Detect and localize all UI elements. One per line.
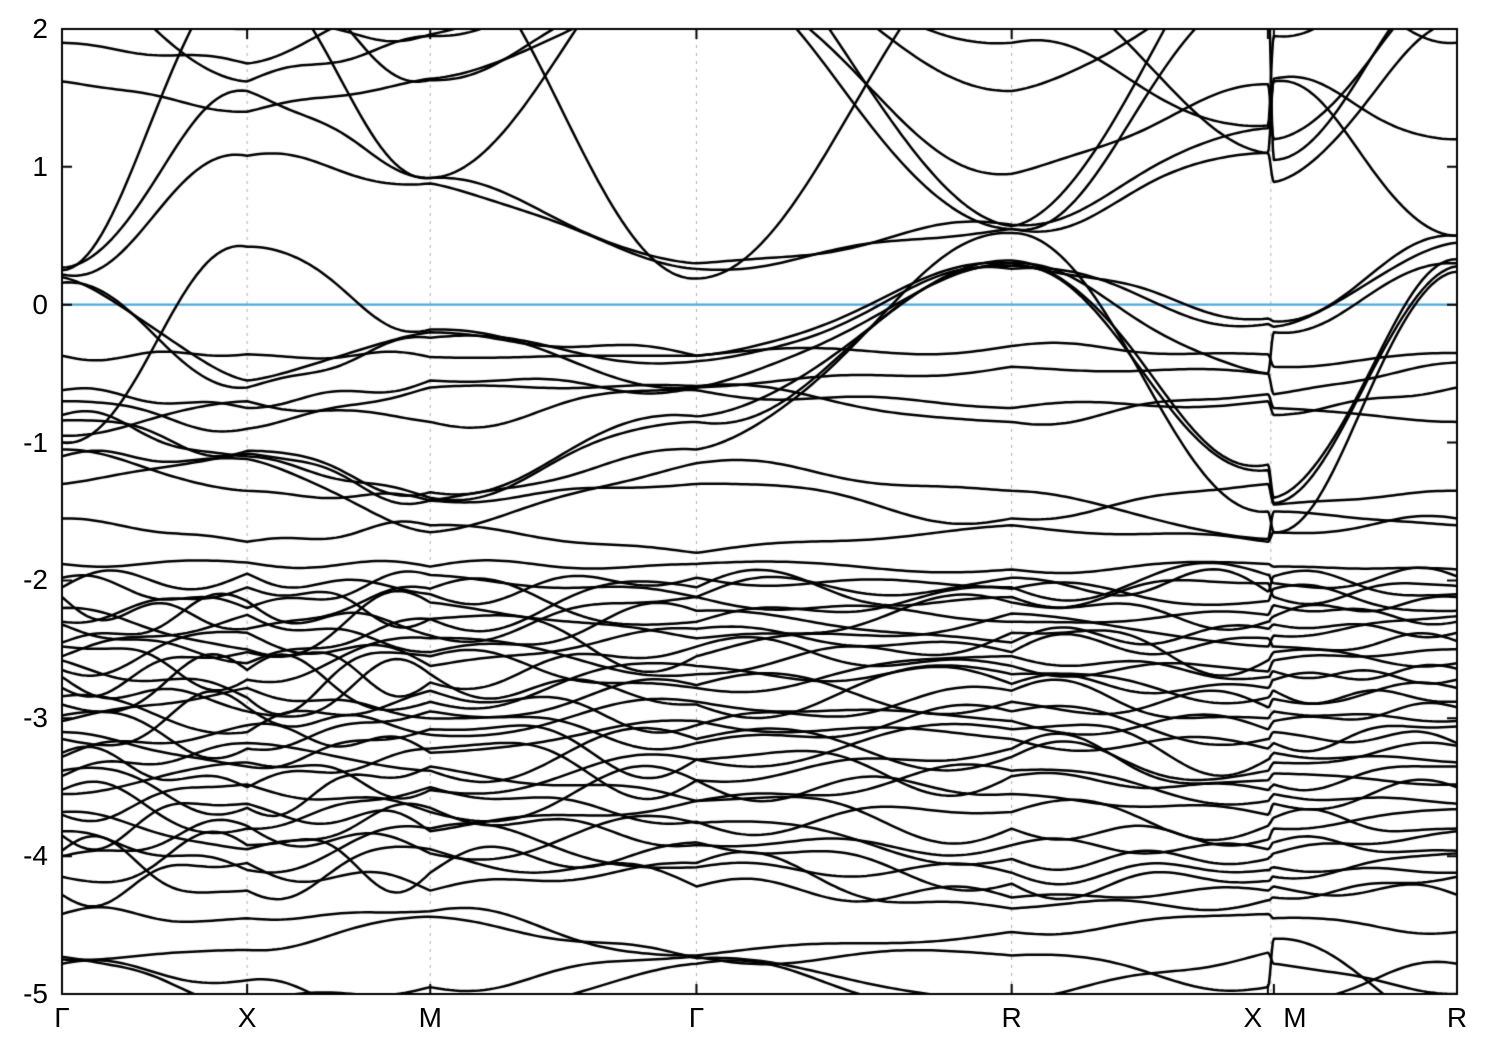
x-tick-label: M xyxy=(418,1002,442,1033)
x-tick-label: X xyxy=(1243,1002,1263,1033)
y-tick-label: -1 xyxy=(23,426,48,458)
y-tick-label: 0 xyxy=(32,288,48,320)
y-tick-label: 1 xyxy=(32,150,48,182)
y-tick-label: 2 xyxy=(32,13,48,44)
x-tick-label: M xyxy=(1283,1002,1307,1033)
y-tick-label: -4 xyxy=(23,840,48,872)
y-tick-label: -3 xyxy=(23,702,48,734)
x-tick-label: R xyxy=(1446,1002,1468,1033)
x-tick-label: R xyxy=(1001,1002,1022,1033)
x-tick-label: X xyxy=(237,1002,257,1033)
x-tick-label: Γ xyxy=(688,1002,705,1033)
y-tick-label: -2 xyxy=(23,564,48,596)
x-tick-label: Γ xyxy=(54,1002,70,1033)
y-tick-label: -5 xyxy=(23,978,48,1009)
